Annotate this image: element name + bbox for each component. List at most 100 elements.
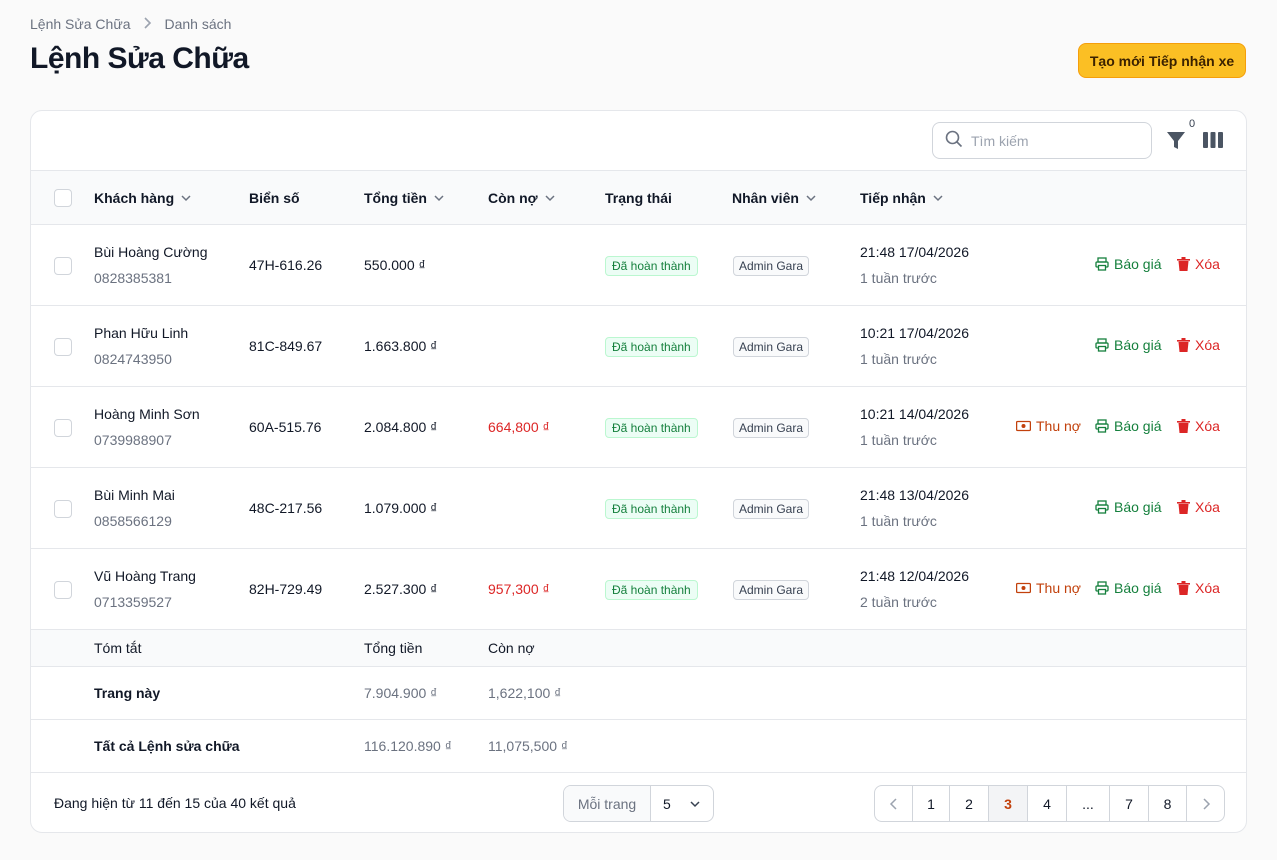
delete-label: Xóa bbox=[1195, 256, 1220, 272]
staff-badge: Admin Gara bbox=[733, 580, 810, 600]
collect-debt-button[interactable]: Thu nợ bbox=[1016, 580, 1081, 596]
delete-button[interactable]: Xóa bbox=[1177, 418, 1220, 434]
next-page-button[interactable] bbox=[1187, 786, 1224, 821]
chevron-down-icon bbox=[434, 195, 444, 202]
status-badge: Đã hoàn thành bbox=[605, 337, 698, 357]
column-header-debt[interactable]: Còn nợ bbox=[488, 171, 556, 225]
chevron-right-icon bbox=[142, 16, 152, 32]
customer-phone: 0739988907 bbox=[94, 432, 172, 448]
column-header-status: Trạng thái bbox=[605, 171, 672, 225]
summary-row-page: Trang này 7.904.900 ₫ 1,622,100 ₫ bbox=[31, 667, 1246, 720]
page-button[interactable]: 8 bbox=[1149, 786, 1187, 821]
page-button-current[interactable]: 3 bbox=[989, 786, 1028, 821]
printer-icon bbox=[1095, 500, 1109, 514]
customer-phone: 0858566129 bbox=[94, 513, 172, 529]
column-header-customer-label: Khách hàng bbox=[94, 190, 175, 206]
table-row[interactable]: Phan Hữu Linh 0824743950 81C-849.67 1.66… bbox=[31, 306, 1246, 387]
delete-button[interactable]: Xóa bbox=[1177, 499, 1220, 515]
delete-label: Xóa bbox=[1195, 499, 1220, 515]
row-checkbox[interactable] bbox=[54, 257, 72, 275]
page-button[interactable]: 1 bbox=[913, 786, 950, 821]
delete-label: Xóa bbox=[1195, 337, 1220, 353]
row-checkbox[interactable] bbox=[54, 500, 72, 518]
received-relative: 2 tuần trước bbox=[860, 594, 937, 610]
search-input[interactable] bbox=[971, 132, 1131, 149]
staff-badge: Admin Gara bbox=[733, 256, 810, 276]
per-page-selector: Mỗi trang 5 bbox=[563, 785, 714, 822]
prev-page-button[interactable] bbox=[875, 786, 913, 821]
filter-button[interactable] bbox=[1167, 131, 1187, 151]
summary-page-total: 7.904.900 ₫ bbox=[364, 685, 438, 701]
license-plate: 82H-729.49 bbox=[249, 581, 323, 597]
received-time: 21:48 17/04/2026 bbox=[860, 244, 969, 260]
table-row[interactable]: Vũ Hoàng Trang 0713359527 82H-729.49 2.5… bbox=[31, 549, 1246, 630]
delete-button[interactable]: Xóa bbox=[1177, 256, 1220, 272]
debt-amount: 957,300 ₫ bbox=[488, 581, 550, 597]
quote-button[interactable]: Báo giá bbox=[1095, 418, 1161, 434]
license-plate: 81C-849.67 bbox=[249, 338, 323, 354]
column-header-total[interactable]: Tổng tiền bbox=[364, 171, 445, 225]
debt-amount: 664,800 ₫ bbox=[488, 419, 550, 435]
column-header-plate-label: Biển số bbox=[249, 190, 300, 206]
status-badge: Đã hoàn thành bbox=[605, 418, 698, 438]
row-checkbox[interactable] bbox=[54, 338, 72, 356]
trash-icon bbox=[1177, 338, 1190, 352]
table-row[interactable]: Bùi Hoàng Cường 0828385381 47H-616.26 55… bbox=[31, 225, 1246, 306]
quote-button[interactable]: Báo giá bbox=[1095, 256, 1161, 272]
received-relative: 1 tuần trước bbox=[860, 513, 937, 529]
row-checkbox[interactable] bbox=[54, 581, 72, 599]
column-header-total-label: Tổng tiền bbox=[364, 190, 427, 206]
page-button[interactable]: 7 bbox=[1110, 786, 1149, 821]
printer-icon bbox=[1095, 419, 1109, 433]
filter-icon bbox=[1167, 132, 1185, 149]
received-relative: 1 tuần trước bbox=[860, 432, 937, 448]
table-toolbar: 0 bbox=[31, 111, 1246, 171]
total-amount: 1.663.800 ₫ bbox=[364, 338, 438, 354]
search-icon bbox=[945, 130, 963, 151]
delete-label: Xóa bbox=[1195, 418, 1220, 434]
chevron-down-icon bbox=[545, 195, 555, 202]
column-header-received[interactable]: Tiếp nhận bbox=[860, 171, 944, 225]
row-checkbox[interactable] bbox=[54, 419, 72, 437]
delete-button[interactable]: Xóa bbox=[1177, 580, 1220, 596]
column-header-status-label: Trạng thái bbox=[605, 190, 672, 206]
column-header-plate: Biển số bbox=[249, 171, 300, 225]
page-button[interactable]: 4 bbox=[1028, 786, 1067, 821]
summary-header-total: Tổng tiền bbox=[364, 640, 423, 656]
results-summary: Đang hiện từ 11 đến 15 của 40 kết quả bbox=[54, 795, 296, 811]
page-button[interactable]: 2 bbox=[950, 786, 989, 821]
delete-button[interactable]: Xóa bbox=[1177, 337, 1220, 353]
quote-label: Báo giá bbox=[1114, 337, 1162, 353]
per-page-select[interactable]: 5 bbox=[651, 786, 713, 821]
summary-page-label: Trang này bbox=[94, 685, 161, 701]
select-all-checkbox[interactable] bbox=[54, 189, 72, 207]
columns-toggle-button[interactable] bbox=[1203, 131, 1225, 151]
status-badge: Đã hoàn thành bbox=[605, 499, 698, 519]
table-row[interactable]: Bùi Minh Mai 0858566129 48C-217.56 1.079… bbox=[31, 468, 1246, 549]
column-header-staff[interactable]: Nhân viên bbox=[732, 171, 817, 225]
received-time: 21:48 12/04/2026 bbox=[860, 568, 969, 584]
column-header-customer[interactable]: Khách hàng bbox=[94, 171, 192, 225]
breadcrumb-root[interactable]: Lệnh Sửa Chữa bbox=[30, 16, 131, 32]
create-reception-button[interactable]: Tạo mới Tiếp nhận xe bbox=[1078, 43, 1246, 78]
chevron-down-icon bbox=[690, 800, 700, 807]
pagination: 1 2 3 4 ... 7 8 bbox=[874, 785, 1225, 822]
filter-count-badge: 0 bbox=[1186, 118, 1199, 130]
column-header-received-label: Tiếp nhận bbox=[860, 190, 926, 206]
customer-phone: 0713359527 bbox=[94, 594, 172, 610]
trash-icon bbox=[1177, 500, 1190, 514]
customer-phone: 0824743950 bbox=[94, 351, 172, 367]
staff-badge: Admin Gara bbox=[733, 337, 810, 357]
delete-label: Xóa bbox=[1195, 580, 1220, 596]
quote-button[interactable]: Báo giá bbox=[1095, 337, 1161, 353]
customer-name: Hoàng Minh Sơn bbox=[94, 406, 200, 422]
total-amount: 2.527.300 ₫ bbox=[364, 581, 438, 597]
collect-debt-button[interactable]: Thu nợ bbox=[1016, 418, 1081, 434]
customer-name: Vũ Hoàng Trang bbox=[94, 568, 196, 584]
column-header-staff-label: Nhân viên bbox=[732, 190, 799, 206]
table-row[interactable]: Hoàng Minh Sơn 0739988907 60A-515.76 2.0… bbox=[31, 387, 1246, 468]
breadcrumb-current: Danh sách bbox=[164, 16, 232, 32]
trash-icon bbox=[1177, 257, 1190, 271]
quote-button[interactable]: Báo giá bbox=[1095, 580, 1161, 596]
quote-button[interactable]: Báo giá bbox=[1095, 499, 1161, 515]
